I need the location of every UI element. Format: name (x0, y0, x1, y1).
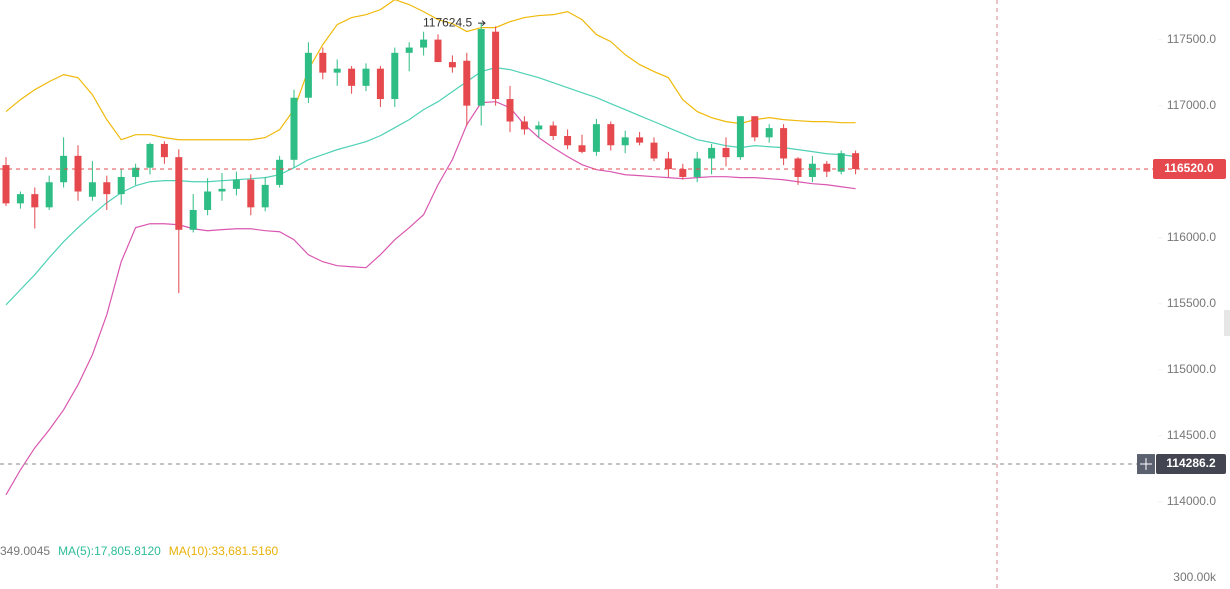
candle-body (232, 179, 240, 189)
candle-body (2, 165, 10, 204)
band-line (5, 0, 856, 141)
band-line (5, 67, 856, 306)
candle-body (722, 147, 730, 158)
candle-body (664, 158, 672, 170)
candle-body (60, 155, 68, 183)
candle-body (348, 68, 356, 86)
volume-axis-label: 300.00k (1173, 570, 1217, 584)
candle-body (578, 145, 586, 152)
candle-body (304, 52, 312, 98)
candle-body (650, 142, 658, 159)
candle-body (189, 209, 197, 230)
y-tick-label: 117000.0 (1167, 98, 1216, 112)
candle-body (261, 184, 269, 208)
candle-body (16, 194, 24, 204)
candle-body (146, 143, 154, 168)
candle-body (117, 176, 125, 195)
crosshair-plus (1140, 458, 1152, 471)
candle-body (636, 137, 644, 143)
last-price-tag (1153, 159, 1226, 180)
candle-body (333, 68, 341, 73)
legend-item: MA(5):17,805.8120 (58, 544, 161, 558)
candle-body (103, 182, 111, 195)
crosshair-tag (1156, 454, 1226, 475)
candle-body (276, 159, 284, 185)
candle-body (132, 167, 140, 177)
candle-body (175, 157, 183, 230)
y-tick-label: 114500.0 (1167, 428, 1216, 442)
candle-body (448, 62, 456, 68)
y-tick-label: 115000.0 (1167, 362, 1216, 376)
candle-body (391, 52, 399, 100)
candle-body (477, 29, 485, 106)
candle-body (679, 169, 687, 177)
candle-body (492, 31, 500, 100)
y-tick-label: 116000.0 (1167, 230, 1216, 244)
candle-body (621, 137, 629, 146)
candle-body (204, 191, 212, 210)
candle-body (45, 182, 53, 208)
y-tick-label: 114000.0 (1167, 494, 1216, 508)
candle-body (794, 158, 802, 177)
candle-body (837, 153, 845, 172)
last-price-label: 116520.0 (1164, 161, 1214, 175)
candle-body (405, 47, 413, 53)
candle-body (535, 125, 543, 130)
candle-body (780, 128, 788, 159)
candle-body (362, 68, 370, 86)
high-label: 117624.5 (423, 15, 472, 29)
legend-item: MA(10):33,681.5160 (169, 544, 279, 558)
candle-body (751, 116, 759, 138)
candle-body (506, 99, 514, 122)
legend-item: 349.0045 (0, 544, 50, 558)
crosshair-label: 114286.2 (1166, 456, 1216, 470)
candle-body (607, 124, 615, 146)
candle-body (549, 125, 557, 137)
high-arrow (478, 20, 486, 27)
band-line (5, 101, 856, 496)
candle-body (88, 182, 96, 197)
candle-body (160, 143, 168, 158)
side-handle[interactable] (1224, 310, 1230, 336)
candle-body (420, 39, 428, 48)
candle-body (564, 136, 572, 146)
candle-body (247, 179, 255, 208)
candle-body (708, 147, 716, 159)
candle-body (693, 158, 701, 177)
candle-body (463, 60, 471, 106)
candle-body (74, 155, 82, 192)
candle-body (852, 153, 860, 170)
y-tick-label: 117500.0 (1167, 32, 1216, 46)
candle-body (765, 128, 773, 138)
candle-body (823, 163, 831, 172)
candle-body (218, 188, 226, 192)
candle-body (736, 116, 744, 158)
candle-body (376, 68, 384, 100)
candle-body (520, 121, 528, 130)
y-tick-label: 115500.0 (1167, 296, 1216, 310)
candle-body (290, 97, 298, 160)
candle-body (31, 194, 39, 208)
candle-body (808, 163, 816, 177)
candle-body (434, 39, 442, 63)
candle-body (319, 52, 327, 73)
candle-body (592, 124, 600, 152)
